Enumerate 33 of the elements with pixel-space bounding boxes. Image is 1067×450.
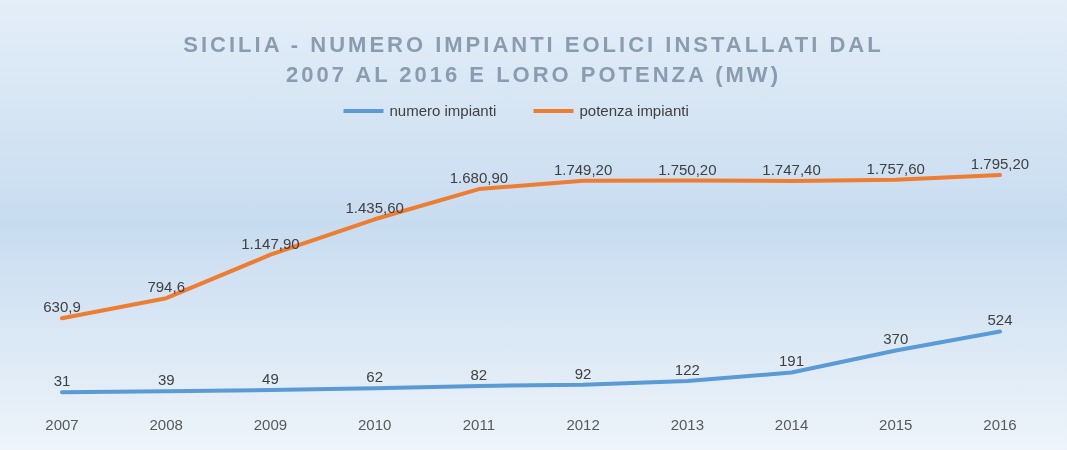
data-label: 1.747,40 (762, 160, 821, 178)
data-label: 1.680,90 (449, 169, 509, 187)
data-label: 1.435,60 (345, 199, 404, 217)
data-label: 191 (779, 352, 805, 370)
data-label: 794,6 (147, 278, 185, 296)
data-label: 92 (574, 364, 592, 382)
x-tick-label: 2008 (149, 416, 183, 433)
data-label: 1.749,20 (553, 160, 613, 178)
data-label: 524 (987, 311, 1013, 329)
data-label: 31 (53, 372, 71, 390)
x-tick-label: 2007 (45, 416, 79, 433)
x-tick-label: 2014 (774, 416, 809, 433)
data-label: 1.147,90 (241, 234, 300, 252)
data-label: 82 (470, 365, 488, 383)
data-label: 630,9 (43, 298, 81, 316)
data-label: 122 (674, 360, 700, 378)
legend-label: numero impianti (389, 102, 497, 119)
data-label: 39 (157, 371, 175, 389)
data-label: 1.757,60 (866, 159, 925, 177)
data-label: 1.750,20 (658, 160, 717, 178)
data-label: 1.795,20 (970, 155, 1030, 172)
x-tick-label: 2012 (566, 416, 600, 433)
x-tick-label: 2010 (357, 416, 392, 433)
data-label: 370 (883, 330, 909, 348)
chart-title: SICILIA - NUMERO IMPIANTI EOLICI INSTALLATI DAL 2007 AL 2016 E LORO POTENZA (MW) (183, 32, 884, 87)
x-tick-label: 2011 (462, 416, 496, 433)
x-tick-label: 2009 (253, 416, 288, 433)
data-label: 62 (366, 368, 384, 386)
x-tick-label: 2015 (879, 416, 913, 433)
legend-label: potenza impianti (579, 102, 689, 119)
data-label: 49 (262, 369, 279, 387)
x-tick-label: 2016 (983, 416, 1017, 433)
x-tick-label: 2013 (670, 416, 705, 433)
